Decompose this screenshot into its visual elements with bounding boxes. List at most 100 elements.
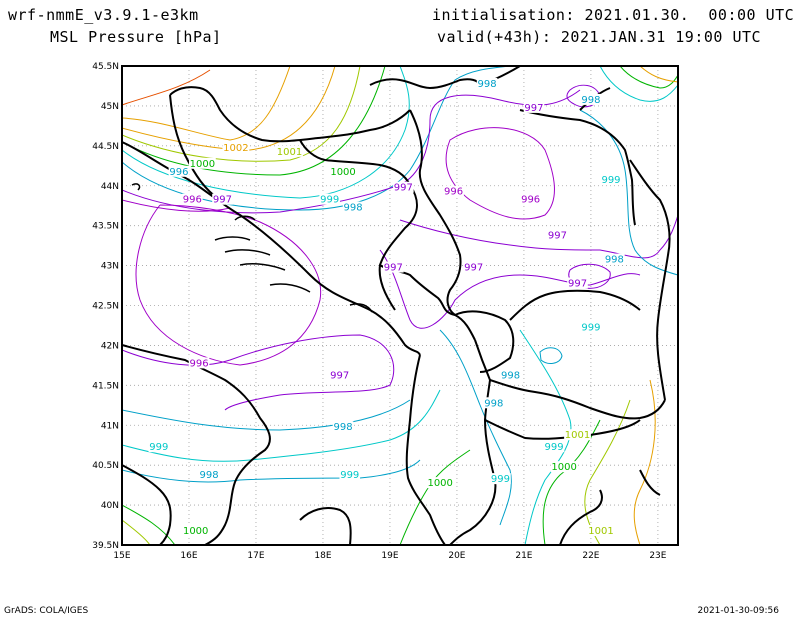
isobar-label-bg (148, 441, 170, 453)
serbia-south-border (509, 289, 641, 321)
isobar-996-sw (135, 204, 322, 366)
isobar-label-bg (222, 141, 250, 153)
italy-coast (122, 344, 271, 545)
isobar-label-bg (212, 193, 233, 205)
isobar-label-bg (383, 261, 404, 273)
lat-tick-label: 45.5N (92, 62, 119, 72)
isobar-997-se (379, 249, 641, 329)
isobar-label-bg (393, 181, 414, 193)
greece-border (484, 419, 641, 440)
longitude-tick-labels: 15E 16E 17E 18E 19E 20E 21E 22E 23E (113, 551, 666, 561)
lon-tick-label: 19E (381, 551, 398, 561)
isobar-label: 998 (478, 79, 497, 90)
isobar-label-bg (580, 321, 602, 333)
isobar-label: 1000 (330, 167, 355, 178)
map-grid (122, 66, 678, 545)
isobar-label-bg (547, 229, 568, 241)
isobar-label-bg (490, 473, 511, 485)
isobar-label: 1000 (190, 159, 215, 170)
isobar-label-bg (182, 193, 203, 205)
italy-calabria (299, 507, 352, 545)
macedonia-border (489, 379, 666, 420)
initialisation-time: initialisation: 2021.01.30. 00:00 UTC (432, 6, 795, 24)
isobar-label-bg (564, 429, 591, 441)
isobar-label-bg (332, 421, 354, 433)
lat-tick-label: 45N (101, 102, 119, 112)
isobar-label: 997 (524, 103, 543, 114)
greece-south-coast (559, 469, 661, 545)
coastlines-borders (122, 66, 671, 545)
island-6 (349, 303, 373, 313)
isobar-label: 996 (189, 358, 208, 369)
albania-east-border (449, 339, 497, 545)
isobar-1002-ne (639, 66, 678, 83)
isobar-label: 998 (605, 255, 624, 266)
isobar-label-bg (523, 101, 545, 113)
lat-tick-label: 41.5N (92, 381, 119, 391)
isobar-1000 (122, 66, 386, 176)
isobar-998-s (122, 399, 411, 431)
lat-tick-label: 44.5N (92, 142, 119, 152)
isobar-label-bg (443, 185, 464, 197)
lon-tick-label: 21E (515, 551, 532, 561)
isobar-1002-b (122, 66, 336, 151)
footer-timestamp: 2021-01-30-09:56 (697, 606, 780, 616)
isobar-998-se (439, 329, 512, 526)
lat-tick-label: 43N (101, 262, 119, 272)
isobar-label-bg (342, 201, 364, 213)
isobar-label: 999 (320, 195, 339, 206)
isobar-1000-ne (619, 66, 678, 89)
isobar-997-loop2 (566, 84, 601, 108)
isobar-label: 996 (183, 195, 202, 206)
isobar-1001-sw (122, 519, 151, 545)
lat-tick-label: 40N (101, 501, 119, 511)
isobar-1002-se (633, 379, 656, 545)
serbia-west-border (409, 109, 462, 316)
isobar-label-bg (483, 397, 505, 409)
isobar-label-bg (168, 165, 190, 177)
isobar-997-e (399, 214, 678, 259)
isobar-label: 1002 (223, 143, 248, 154)
isobar-label-bg (500, 369, 521, 381)
isobar-label: 999 (581, 322, 600, 333)
isobar-label-bg (520, 193, 541, 205)
hungary-border (369, 78, 481, 89)
isobar-label: 997 (384, 263, 403, 274)
model-title: wrf-nmmE_v3.9.1-e3km (8, 6, 199, 24)
isobar-999 (122, 66, 410, 199)
island-7 (131, 183, 141, 191)
plot-frame (121, 65, 679, 546)
lat-tick-label: 43.5N (92, 222, 119, 232)
isobar-label-bg (476, 77, 498, 89)
isobar-label: 999 (340, 470, 359, 481)
isobar-1000-sw (122, 504, 176, 545)
lat-tick-label: 40.5N (92, 461, 119, 471)
isobar-996-nw (122, 199, 231, 212)
island-4 (269, 283, 311, 293)
isobar-label: 997 (330, 370, 349, 381)
lon-tick-label: 23E (649, 551, 666, 561)
isobar-998-loop (539, 347, 563, 364)
isobar-1001-se (584, 399, 631, 545)
isobar-label-bg (188, 357, 210, 369)
isobar-label-bg (587, 525, 615, 537)
lon-tick-label: 17E (247, 551, 264, 561)
isobar-label: 999 (149, 442, 168, 453)
island-1 (214, 236, 251, 241)
isobar-label: 1000 (427, 478, 452, 489)
bulgaria-border (629, 159, 671, 401)
latitude-tick-labels: 45.5N 45N 44.5N 44N 43.5N 43N 42.5N 42N 41.5N 41N… (92, 62, 119, 551)
isobar-label-bg (329, 165, 357, 177)
isobar-label: 1001 (565, 430, 590, 441)
isobar-label: 997 (464, 263, 483, 274)
isobar-label: 997 (394, 183, 413, 194)
isobar-label-bg (329, 369, 351, 381)
island-5 (234, 215, 256, 221)
adriatic-coast-albania (405, 354, 446, 545)
isobar-998-sw2 (122, 459, 421, 483)
isobar-label-bg (550, 461, 578, 473)
lon-tick-label: 22E (582, 551, 599, 561)
isobar-label: 997 (548, 231, 567, 242)
isobar-label-bg (604, 253, 625, 265)
isobar-label: 998 (501, 370, 520, 381)
